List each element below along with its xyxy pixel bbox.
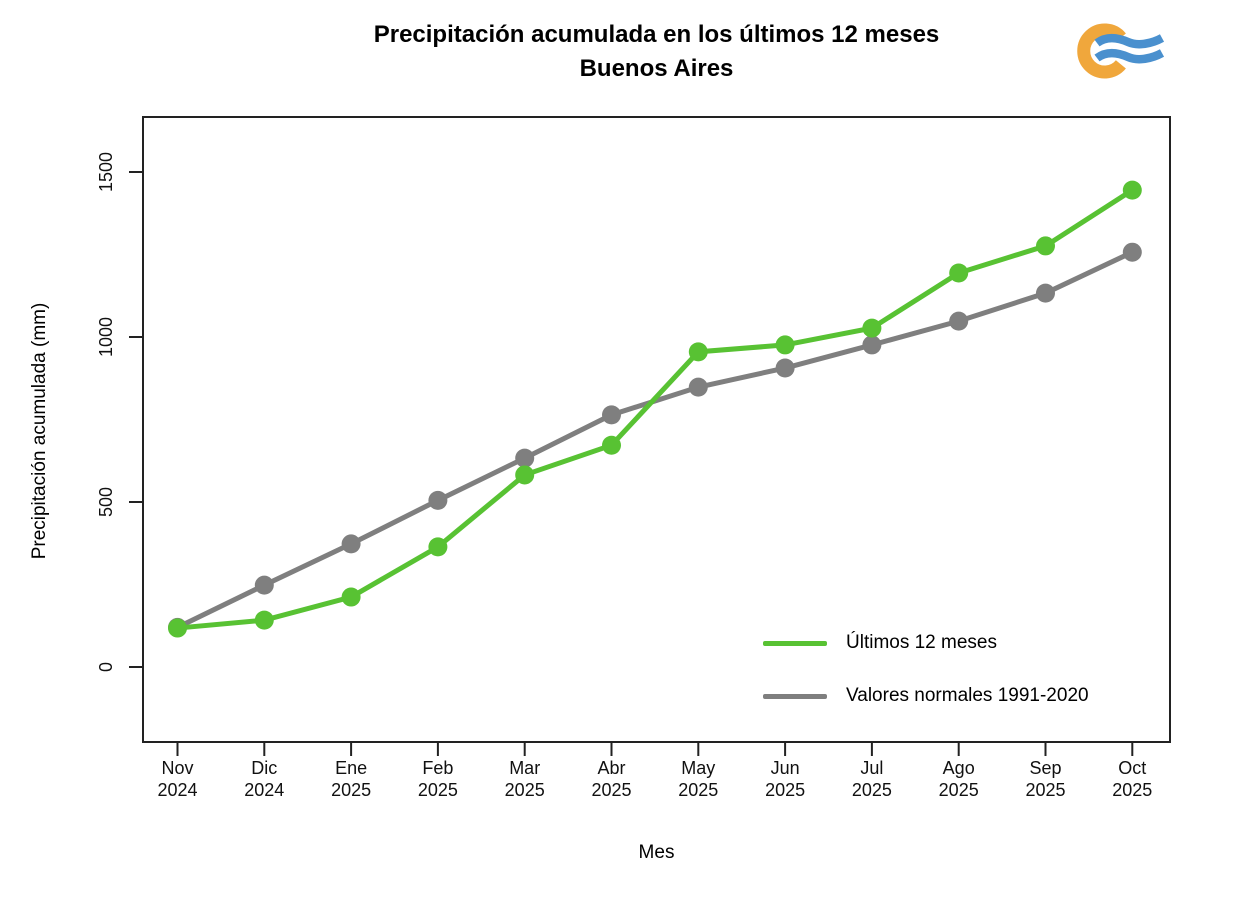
chart-subtitle: Buenos Aires bbox=[579, 55, 734, 82]
x-tick-label-year: 2025 bbox=[1025, 780, 1065, 800]
data-point bbox=[862, 335, 882, 355]
data-point bbox=[428, 537, 448, 557]
chart-title: Precipitación acumulada en los últimos 1… bbox=[373, 21, 940, 48]
data-point bbox=[428, 490, 448, 510]
data-point bbox=[949, 311, 969, 331]
x-tick-label-year: 2025 bbox=[1112, 780, 1152, 800]
legend-line-swatch bbox=[763, 640, 827, 646]
x-tick-label-year: 2024 bbox=[157, 780, 197, 800]
y-tick-label: 1500 bbox=[96, 152, 116, 192]
legend-item: Últimos 12 meses bbox=[763, 629, 1089, 657]
x-tick-label-year: 2025 bbox=[591, 780, 631, 800]
data-point bbox=[949, 263, 969, 283]
data-point bbox=[254, 610, 274, 630]
data-point bbox=[602, 405, 621, 425]
x-tick-label-month: May bbox=[681, 758, 715, 778]
x-tick-label-month: Jul bbox=[860, 758, 883, 778]
data-point bbox=[515, 465, 535, 485]
x-tick-label-year: 2024 bbox=[244, 780, 284, 800]
data-point bbox=[341, 587, 361, 607]
legend-item: Valores normales 1991-2020 bbox=[763, 682, 1089, 710]
data-point bbox=[688, 377, 708, 397]
smn-logo bbox=[1077, 23, 1165, 79]
legend-label: Últimos 12 meses bbox=[846, 632, 997, 653]
x-axis-title: Mes bbox=[638, 842, 675, 863]
legend-line-swatch bbox=[763, 693, 827, 699]
x-tick-label-year: 2025 bbox=[765, 780, 805, 800]
series-line bbox=[176, 249, 1134, 630]
x-tick-label-year: 2025 bbox=[939, 780, 979, 800]
legend-label: Valores normales 1991-2020 bbox=[846, 685, 1089, 706]
data-point bbox=[168, 618, 187, 638]
x-tick-label-month: Oct bbox=[1118, 758, 1146, 778]
x-tick-label-year: 2025 bbox=[331, 780, 371, 800]
data-point bbox=[1036, 236, 1055, 256]
data-point bbox=[254, 575, 274, 595]
data-point bbox=[602, 435, 621, 455]
data-point bbox=[775, 358, 795, 378]
x-tick-label-month: Nov bbox=[161, 758, 193, 778]
x-tick-label-month: Feb bbox=[422, 758, 453, 778]
x-tick-label-month: Abr bbox=[597, 758, 625, 778]
series-line bbox=[177, 188, 1134, 631]
x-tick-label-year: 2025 bbox=[852, 780, 892, 800]
y-tick-label: 1000 bbox=[96, 317, 116, 357]
x-tick-label-month: Sep bbox=[1029, 758, 1061, 778]
x-tick-label-month: Dic bbox=[251, 758, 277, 778]
data-point bbox=[688, 342, 708, 362]
data-point bbox=[862, 318, 882, 338]
y-tick-label: 0 bbox=[96, 662, 116, 672]
data-point bbox=[341, 534, 361, 554]
legend: Últimos 12 meses Valores normales 1991-20… bbox=[763, 629, 1089, 710]
x-tick-label-year: 2025 bbox=[505, 780, 545, 800]
data-point bbox=[775, 335, 795, 355]
x-tick-label-month: Ago bbox=[943, 758, 975, 778]
x-tick-label-month: Jun bbox=[771, 758, 800, 778]
x-tick-label-month: Mar bbox=[509, 758, 540, 778]
x-tick-label-month: Ene bbox=[335, 758, 367, 778]
title-block: Precipitación acumulada en los últimos 1… bbox=[143, 18, 1170, 86]
x-tick-label-year: 2025 bbox=[678, 780, 718, 800]
y-tick-label: 500 bbox=[96, 487, 116, 517]
logo-waves-icon bbox=[1094, 33, 1165, 64]
data-point bbox=[1036, 283, 1055, 303]
logo-ring-icon bbox=[1077, 23, 1126, 79]
data-point bbox=[515, 448, 535, 468]
data-point bbox=[1122, 242, 1142, 262]
data-point bbox=[1122, 180, 1142, 200]
x-tick-label-year: 2025 bbox=[418, 780, 458, 800]
plot-frame bbox=[142, 116, 1171, 743]
